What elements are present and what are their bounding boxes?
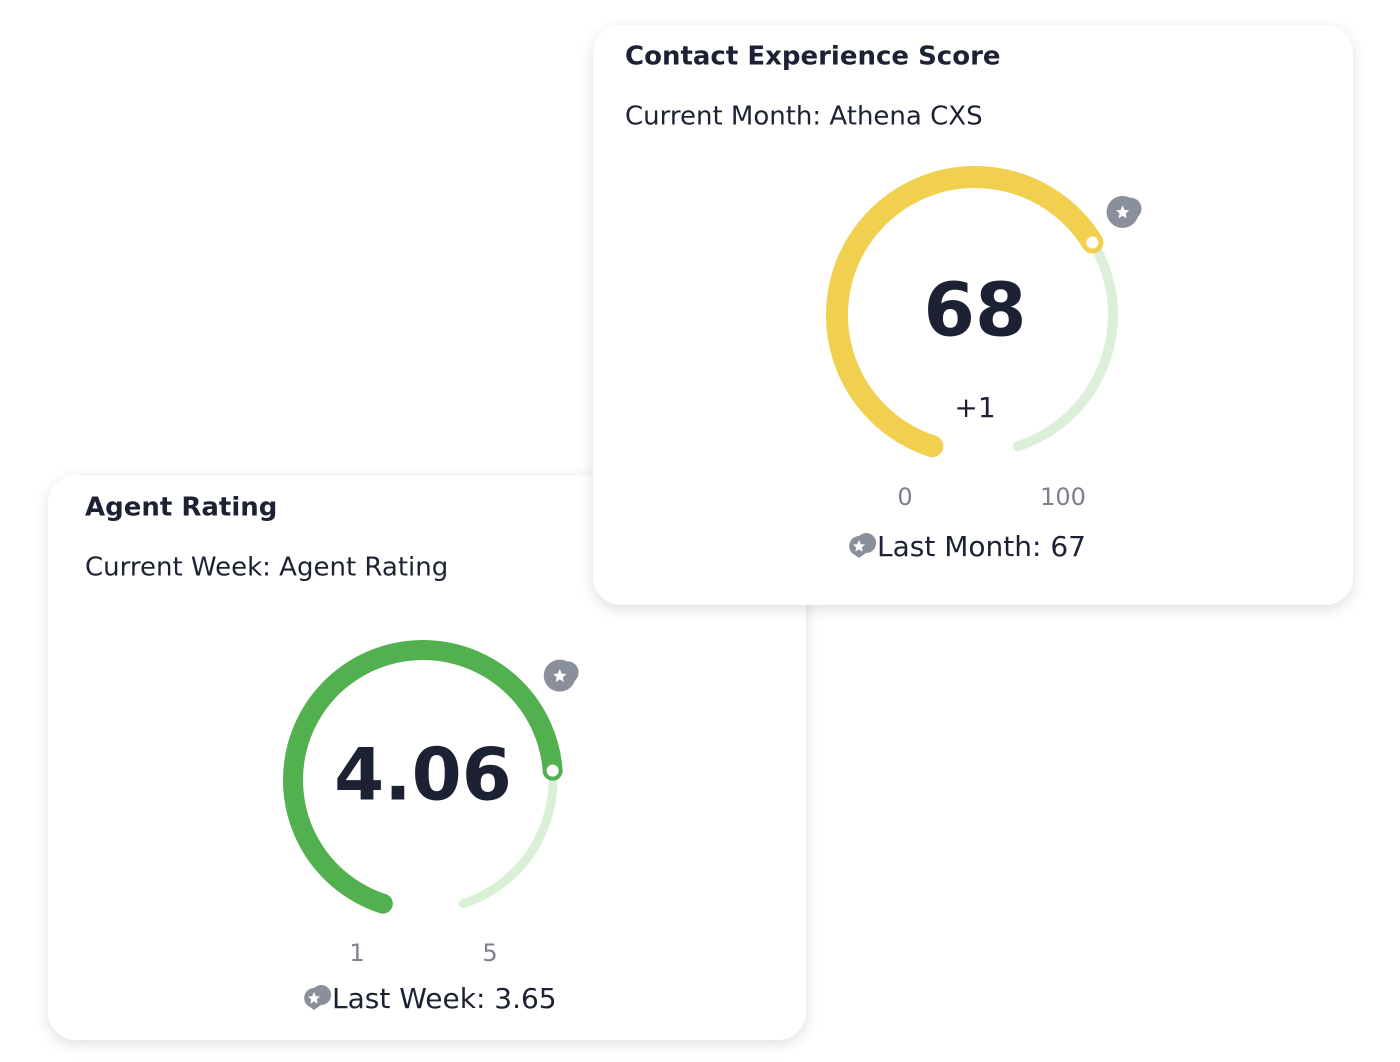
reference-icon <box>849 533 877 558</box>
reference-icon <box>304 985 332 1010</box>
reference-pin-icon <box>1111 197 1142 226</box>
card-subtitle: Current Month: Athena CXS <box>625 102 983 132</box>
gauge-range-label: 1 <box>349 939 364 967</box>
reference-label: Last Week: 3.65 <box>332 982 557 1015</box>
gauge-card: Contact Experience Score Current Month: A… <box>593 25 1353 605</box>
reference-label: Last Month: 67 <box>877 530 1086 563</box>
gauge-card: Agent Rating Current Week: Agent Rating 4.… <box>48 475 806 1040</box>
gauge-value-dot <box>1082 232 1103 253</box>
pin-star <box>1115 205 1130 219</box>
card-subtitle: Current Week: Agent Rating <box>85 553 448 583</box>
gauge-range-label: 100 <box>1040 483 1086 511</box>
pin-star <box>553 669 567 683</box>
pin-star <box>853 540 865 552</box>
pin-star <box>308 992 320 1004</box>
card-title: Agent Rating <box>85 493 277 523</box>
reference-pin <box>543 659 579 692</box>
reference-pin-icon <box>548 661 579 689</box>
card-title: Contact Experience Score <box>625 42 1001 72</box>
gauge-value: 4.06 <box>334 733 512 817</box>
card <box>48 475 806 1040</box>
gauge-change: +1 <box>954 391 995 424</box>
gauge-range-label: 0 <box>897 483 912 511</box>
gauge-range-label: 5 <box>482 939 497 967</box>
gauge-value: 68 <box>924 268 1027 354</box>
card <box>593 25 1353 605</box>
reference-pin <box>1106 195 1142 228</box>
gauge-value-arc <box>283 640 563 914</box>
gauge-value-dot <box>542 760 563 781</box>
gauge-value-arc <box>826 166 1104 458</box>
